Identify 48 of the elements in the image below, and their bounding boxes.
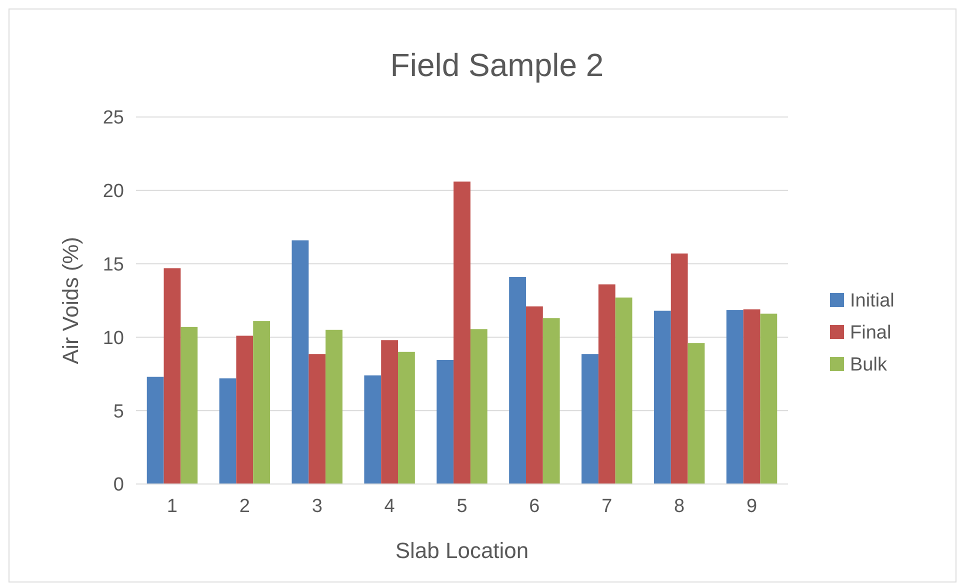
bar	[509, 277, 526, 484]
bar	[236, 336, 254, 484]
bar	[526, 306, 543, 484]
bar	[760, 314, 778, 484]
y-tick-label: 10	[102, 328, 124, 349]
bar	[219, 378, 236, 484]
bar	[180, 326, 198, 484]
bar	[726, 310, 744, 484]
bar	[542, 318, 560, 484]
legend-label: Initial	[850, 290, 894, 312]
x-tick-label: 9	[746, 496, 758, 517]
bar	[381, 340, 398, 484]
bar	[598, 284, 616, 484]
bar	[398, 352, 415, 484]
bar	[308, 354, 326, 484]
x-tick-label: 6	[529, 496, 540, 517]
y-tick-label: 25	[102, 108, 124, 129]
bar	[670, 254, 688, 484]
bar	[146, 376, 164, 484]
bar	[326, 330, 342, 484]
y-tick-label: 0	[113, 474, 124, 496]
y-tick-label: 15	[102, 254, 124, 276]
bar	[164, 268, 181, 484]
legend-label: Bulk	[850, 354, 888, 376]
legend-label: Final	[850, 322, 892, 344]
x-tick-label: 5	[456, 496, 468, 517]
x-tick-label: 1	[166, 496, 178, 517]
y-tick-label: 5	[113, 401, 124, 422]
bar	[292, 240, 309, 484]
x-tick-label: 4	[384, 496, 396, 517]
bar	[253, 321, 270, 484]
bar	[582, 354, 598, 484]
bar	[743, 309, 760, 484]
bar	[615, 298, 632, 484]
bar	[688, 343, 705, 484]
bar	[454, 182, 470, 484]
x-tick-label: 2	[239, 496, 250, 517]
bar	[654, 310, 671, 484]
bar	[470, 329, 488, 484]
x-tick-label: 7	[602, 496, 612, 517]
bar	[364, 375, 382, 484]
chart-title: Field Sample 2	[390, 47, 604, 83]
x-tick-label: 3	[312, 496, 322, 517]
bar	[436, 360, 454, 484]
x-tick-label: 8	[674, 496, 685, 517]
x-axis-title: Slab Location	[395, 538, 529, 563]
y-tick-label: 20	[102, 181, 124, 202]
y-axis-title: Air Voids (%)	[58, 236, 83, 364]
